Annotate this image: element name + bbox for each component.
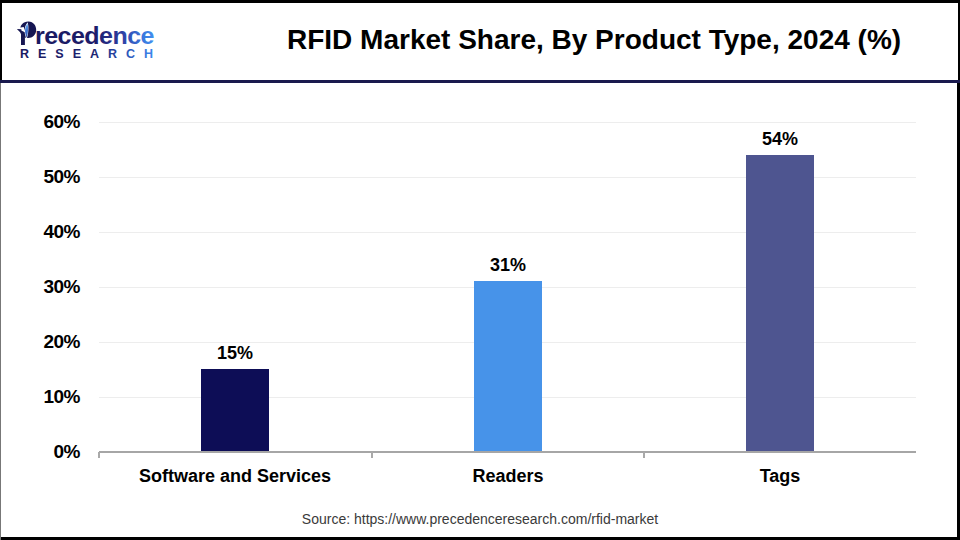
svg-text:recedence: recedence bbox=[35, 22, 154, 49]
